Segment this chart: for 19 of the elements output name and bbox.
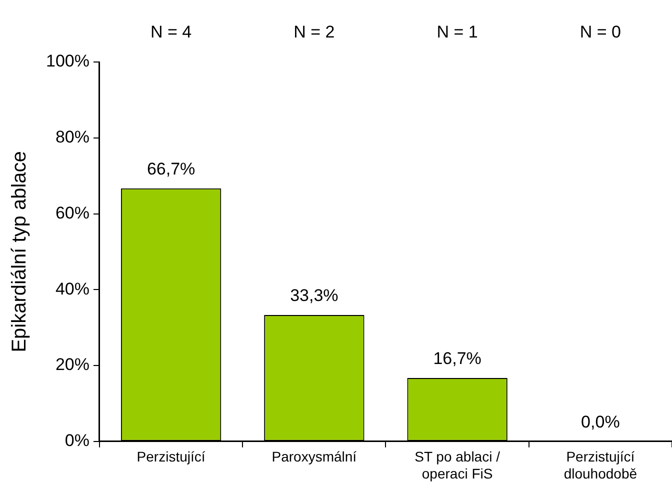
x-tick-label: Paroxysmální [272,448,357,465]
data-label: 66,7% [146,160,196,179]
y-tick-label: 60% [55,203,90,222]
y-tick-label: 0% [64,431,90,450]
x-tick-label: ST po ablaci / operaci FiS [414,448,500,482]
y-tick-label: 20% [55,355,90,374]
text: N = 4 [150,22,192,42]
text: N = 2 [294,22,335,42]
data-label: 33,3% [290,286,338,306]
data-label: 16,7% [433,349,482,368]
y-tick-label: 100% [46,52,90,71]
text: N = 1 [436,22,478,42]
y-tick-label: 80% [55,128,90,147]
x-tick-label: Perzistující [136,448,206,465]
x-tick-label: Perzistující dlouhodobě [564,448,638,482]
data-label: 0,0% [581,412,620,432]
y-axis-title: Epikardiální typ ablace [8,151,31,352]
text: N = 0 [580,22,621,42]
y-tick-label: 40% [55,279,90,298]
